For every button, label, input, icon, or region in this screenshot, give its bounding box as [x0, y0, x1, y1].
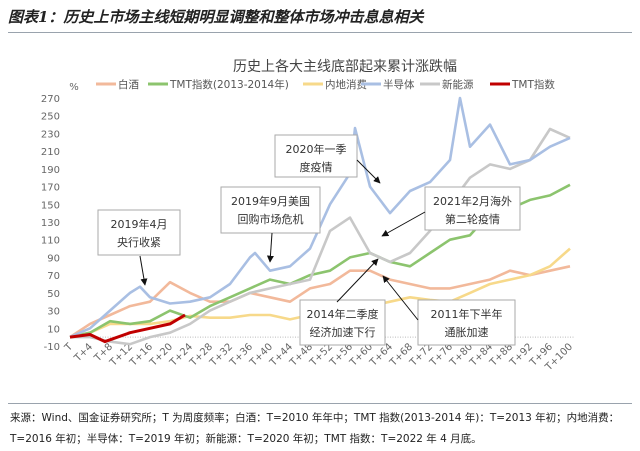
- annotation-text-2: 度疫情: [300, 160, 333, 174]
- y-tick-label: 190: [41, 165, 60, 176]
- y-tick-label: 230: [41, 129, 60, 140]
- x-tick-label: T+36: [227, 341, 255, 369]
- x-tick-label: T+12: [107, 341, 135, 369]
- y-tick-label: -10: [44, 342, 60, 353]
- y-tick-label: 70: [47, 271, 60, 282]
- y-tick-label: 270: [41, 94, 60, 105]
- x-tick-label: T+80: [447, 341, 475, 369]
- annotation-box-2: [274, 134, 358, 178]
- annotation-text-3: 2021年2月海外: [433, 194, 512, 208]
- annotation-text-5: 通胀加速: [445, 326, 489, 339]
- annotation-text-1: 回购市场危机: [238, 212, 304, 226]
- y-tick-label: 90: [47, 253, 60, 264]
- annotation-box-4: [299, 299, 386, 346]
- x-tick-label: T+16: [127, 341, 155, 369]
- x-tick-label: T+52: [307, 341, 335, 369]
- chart: 历史上各大主线底部起来累计涨跌幅% 白酒 TMT指数(2013-2014年) 内地消费…: [41, 59, 575, 374]
- annotation-text-1: 2019年9月美国: [231, 194, 310, 208]
- legend-label-3: 半导体: [383, 78, 415, 91]
- y-tick-label: 130: [41, 218, 60, 229]
- divider-top: [8, 32, 632, 33]
- y-axis-unit: %: [69, 82, 79, 93]
- annotation-text-0: 2019年4月: [111, 217, 168, 231]
- annotation-arrow-4: [336, 258, 379, 303]
- annotation-arrow-5: [382, 275, 419, 321]
- y-tick-label: 170: [41, 183, 60, 194]
- x-tick-label: T+44: [267, 341, 295, 369]
- x-tick-label: T+32: [207, 341, 235, 369]
- annotation-text-4: 经济加速下行: [310, 325, 376, 339]
- legend-label-2: 内地消费: [325, 78, 367, 91]
- x-tick-label: T+72: [407, 341, 435, 369]
- x-tick-label: T+88: [487, 341, 515, 369]
- series-line-4: [70, 127, 571, 346]
- x-tick-label: T+48: [287, 341, 315, 369]
- annotation-text-3: 第二轮疫情: [445, 212, 500, 226]
- x-tick-label: T+20: [147, 341, 175, 369]
- annotation-text-2: 2020年一季: [286, 142, 347, 156]
- annotation-box-1: [220, 186, 321, 234]
- x-tick-label: T: [62, 341, 75, 354]
- x-tick-label: T+60: [347, 341, 375, 369]
- y-tick-label: 50: [47, 289, 60, 300]
- annotation-box-3: [424, 186, 521, 231]
- annotation-arrow-0: [139, 255, 148, 286]
- series-line-5: [69, 313, 186, 344]
- y-tick-label: 250: [41, 112, 60, 123]
- figure-title: 图表1：历史上市场主线短期明显调整和整体市场冲击息息相关: [8, 8, 424, 26]
- legend-label-4: 新能源: [442, 78, 474, 91]
- x-tick-label: T+68: [387, 341, 415, 369]
- legend-label-1: TMT指数(2013-2014年): [169, 78, 289, 91]
- annotation-text-0: 央行收紧: [117, 235, 161, 249]
- annotation-box-5: [417, 299, 516, 346]
- annotation-arrow-1: [266, 232, 274, 263]
- x-tick-label: T+4: [72, 341, 95, 364]
- x-tick-label: T+64: [367, 341, 395, 369]
- x-tick-label: T+84: [467, 341, 495, 369]
- annotation-text-5: 2011年下半年: [431, 307, 503, 321]
- legend-label-0: 白酒: [118, 78, 139, 91]
- divider-bottom: [8, 403, 632, 404]
- y-tick-label: 110: [41, 236, 60, 247]
- chart-title: 历史上各大主线底部起来累计涨跌幅: [233, 59, 457, 75]
- y-tick-label: 30: [47, 307, 60, 318]
- x-tick-label: T+76: [427, 341, 455, 369]
- x-tick-label: T+56: [327, 341, 355, 369]
- annotation-box-0: [97, 209, 181, 256]
- legend-label-5: TMT指数: [511, 78, 555, 91]
- y-tick-label: 210: [41, 147, 60, 158]
- footnote-line-1: 来源：Wind、国金证券研究所；T 为周度频率；白酒：T=2010 年年中；TM…: [10, 412, 620, 424]
- x-tick-label: T+24: [167, 341, 195, 369]
- x-tick-label: T+40: [247, 341, 275, 369]
- x-tick-label: T+92: [507, 341, 535, 369]
- annotation-arrow-3: [381, 211, 426, 237]
- annotation-text-4: 2014年二季度: [307, 307, 379, 321]
- footnote-line-2: T=2016 年初；半导体：T=2019 年初；新能源：T=2020 年初；TM…: [10, 433, 482, 445]
- y-tick-label: 150: [41, 200, 60, 211]
- y-tick-label: 10: [47, 324, 60, 335]
- annotation-arrow-2: [356, 159, 381, 184]
- x-tick-label: T+28: [187, 341, 215, 369]
